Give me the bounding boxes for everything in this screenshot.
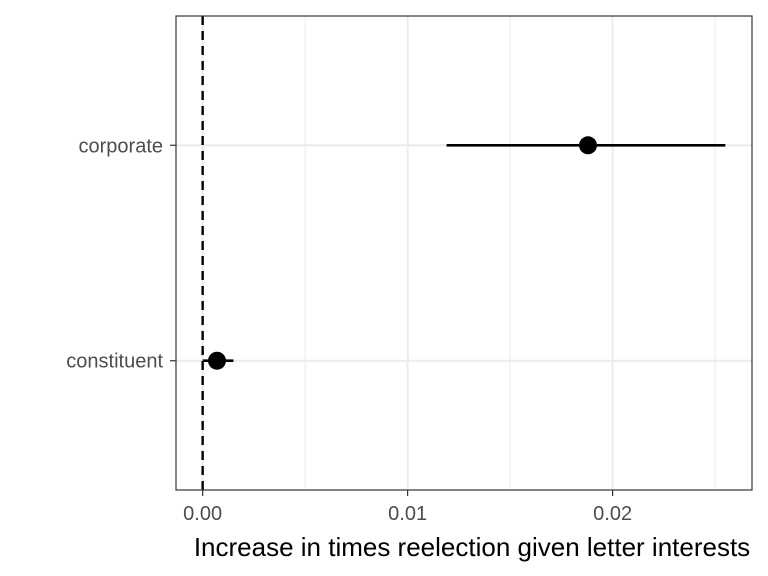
grid-layer xyxy=(176,16,752,490)
marks-layer xyxy=(202,136,726,370)
y-tick-label-constituent: constituent xyxy=(66,351,163,373)
y-tick-label-corporate: corporate xyxy=(79,135,164,157)
x-axis-title: Increase in times reelection given lette… xyxy=(194,532,750,562)
x-tick-label: 0.02 xyxy=(593,503,632,525)
point-constituent xyxy=(207,351,226,370)
point-corporate xyxy=(579,136,598,155)
panel-border xyxy=(175,15,753,491)
x-tick-label: 0.01 xyxy=(388,503,427,525)
axis-layer: 0.00 0.01 0.02 constituent corporate xyxy=(66,135,632,525)
x-tick-label: 0.00 xyxy=(183,503,222,525)
